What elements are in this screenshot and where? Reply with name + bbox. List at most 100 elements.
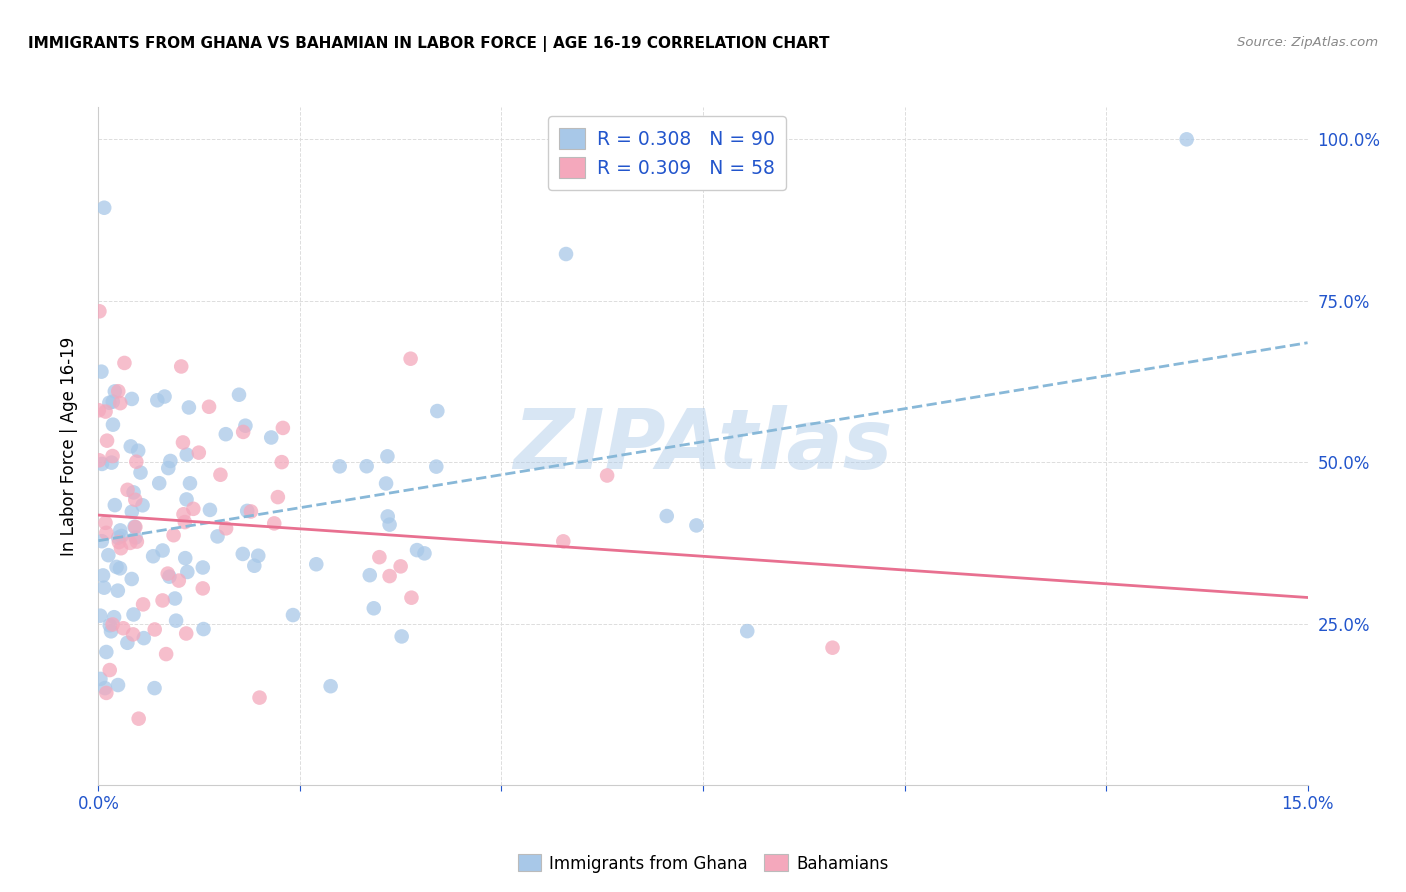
Point xyxy=(247,549,270,563)
Point xyxy=(94,681,117,695)
Point xyxy=(329,459,352,474)
Point xyxy=(143,681,166,695)
Point xyxy=(177,401,200,415)
Point xyxy=(121,572,143,586)
Point xyxy=(96,645,118,659)
Point xyxy=(117,636,139,650)
Point xyxy=(232,547,254,561)
Point xyxy=(236,504,259,518)
Legend: R = 0.308   N = 90, R = 0.309   N = 58: R = 0.308 N = 90, R = 0.309 N = 58 xyxy=(548,117,786,190)
Point xyxy=(110,541,132,556)
Point xyxy=(101,617,124,632)
Point xyxy=(191,582,214,596)
Point xyxy=(685,518,707,533)
Point xyxy=(187,445,209,459)
Point xyxy=(359,568,381,582)
Point xyxy=(96,525,118,540)
Y-axis label: In Labor Force | Age 16-19: In Labor Force | Age 16-19 xyxy=(59,336,77,556)
Point xyxy=(127,443,149,458)
Point xyxy=(555,247,578,261)
Point xyxy=(207,529,229,543)
Point xyxy=(375,476,398,491)
Point xyxy=(389,559,412,574)
Point xyxy=(105,560,128,574)
Point xyxy=(148,476,170,491)
Point xyxy=(391,629,413,643)
Point xyxy=(90,365,112,379)
Point xyxy=(553,534,575,549)
Point xyxy=(176,448,198,462)
Point xyxy=(157,461,180,475)
Point xyxy=(107,531,129,545)
Point xyxy=(215,521,238,535)
Point xyxy=(124,492,146,507)
Point xyxy=(181,501,204,516)
Point xyxy=(170,359,193,374)
Point xyxy=(1175,132,1198,146)
Point xyxy=(426,404,449,418)
Point xyxy=(260,430,283,444)
Point xyxy=(377,450,399,464)
Point xyxy=(406,543,429,558)
Point xyxy=(104,498,127,512)
Point xyxy=(363,601,385,615)
Point xyxy=(356,459,378,474)
Point xyxy=(122,627,145,641)
Point xyxy=(153,390,176,404)
Point xyxy=(124,531,146,545)
Point xyxy=(267,490,290,504)
Point xyxy=(239,504,262,518)
Point xyxy=(174,626,197,640)
Point xyxy=(110,529,132,543)
Point xyxy=(162,528,184,542)
Point xyxy=(378,517,401,532)
Point xyxy=(96,434,118,448)
Point xyxy=(107,384,129,399)
Point xyxy=(108,561,131,575)
Point xyxy=(98,396,121,410)
Point xyxy=(735,624,758,639)
Point xyxy=(125,455,148,469)
Point xyxy=(179,476,201,491)
Point xyxy=(173,515,195,529)
Point xyxy=(93,581,115,595)
Point xyxy=(98,663,121,677)
Point xyxy=(120,536,142,550)
Point xyxy=(87,403,110,417)
Point xyxy=(228,388,250,402)
Point xyxy=(401,591,423,605)
Point xyxy=(152,593,174,607)
Point xyxy=(89,304,111,318)
Point xyxy=(124,520,146,534)
Point xyxy=(425,459,447,474)
Point xyxy=(114,356,136,370)
Point xyxy=(176,565,198,579)
Point xyxy=(96,686,118,700)
Point xyxy=(142,549,165,564)
Point xyxy=(107,583,129,598)
Point xyxy=(110,396,132,410)
Point xyxy=(112,621,135,635)
Point xyxy=(152,543,174,558)
Text: IMMIGRANTS FROM GHANA VS BAHAMIAN IN LABOR FORCE | AGE 16-19 CORRELATION CHART: IMMIGRANTS FROM GHANA VS BAHAMIAN IN LAB… xyxy=(28,36,830,52)
Text: Source: ZipAtlas.com: Source: ZipAtlas.com xyxy=(1237,36,1378,49)
Point xyxy=(91,457,114,471)
Point xyxy=(117,483,139,497)
Point xyxy=(596,468,619,483)
Point xyxy=(377,509,399,524)
Point xyxy=(97,548,120,562)
Point xyxy=(89,672,111,686)
Point xyxy=(159,454,181,468)
Point xyxy=(173,507,195,521)
Point xyxy=(124,520,146,534)
Point xyxy=(193,622,215,636)
Point xyxy=(209,467,232,482)
Point xyxy=(100,456,122,470)
Point xyxy=(235,418,257,433)
Point xyxy=(191,560,214,574)
Point xyxy=(172,435,194,450)
Point xyxy=(107,678,129,692)
Point xyxy=(174,551,197,566)
Point xyxy=(232,425,254,439)
Point xyxy=(176,492,198,507)
